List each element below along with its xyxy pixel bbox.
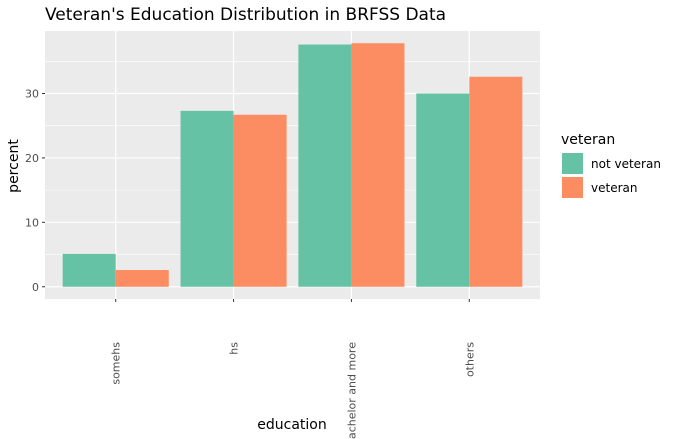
bar-not-veteran — [298, 44, 352, 287]
y-tick-label: 30 — [25, 87, 39, 100]
bars — [62, 43, 523, 287]
legend: veteran not veteran veteran — [561, 132, 661, 198]
bar-veteran — [351, 43, 405, 287]
x-axis-title: education — [257, 417, 326, 433]
bar-veteran — [469, 76, 523, 287]
x-tick-label: somehs — [110, 342, 123, 385]
y-tick-label: 20 — [25, 152, 39, 165]
y-tick-label: 0 — [32, 281, 39, 294]
bar-not-veteran — [180, 110, 234, 287]
legend-key-veteran — [562, 177, 583, 198]
bar-not-veteran — [62, 253, 116, 287]
legend-key-not-veteran — [562, 153, 583, 174]
legend-label: veteran — [591, 181, 637, 195]
y-tick-label: 10 — [25, 216, 39, 229]
y-axis-title: percent — [6, 139, 22, 193]
x-tick-label: bachelor and more — [345, 342, 358, 439]
legend-title: veteran — [561, 132, 615, 148]
axes: 0 10 20 30 somehs hs bachelor and more others — [25, 87, 476, 439]
bar-veteran — [233, 114, 287, 287]
x-tick-label: others — [463, 342, 476, 377]
bar-veteran — [115, 270, 169, 287]
x-tick-label: hs — [228, 342, 241, 355]
bar-not-veteran — [416, 93, 470, 287]
legend-label: not veteran — [591, 157, 661, 171]
chart-title: Veteran's Education Distribution in BRFS… — [45, 5, 446, 25]
